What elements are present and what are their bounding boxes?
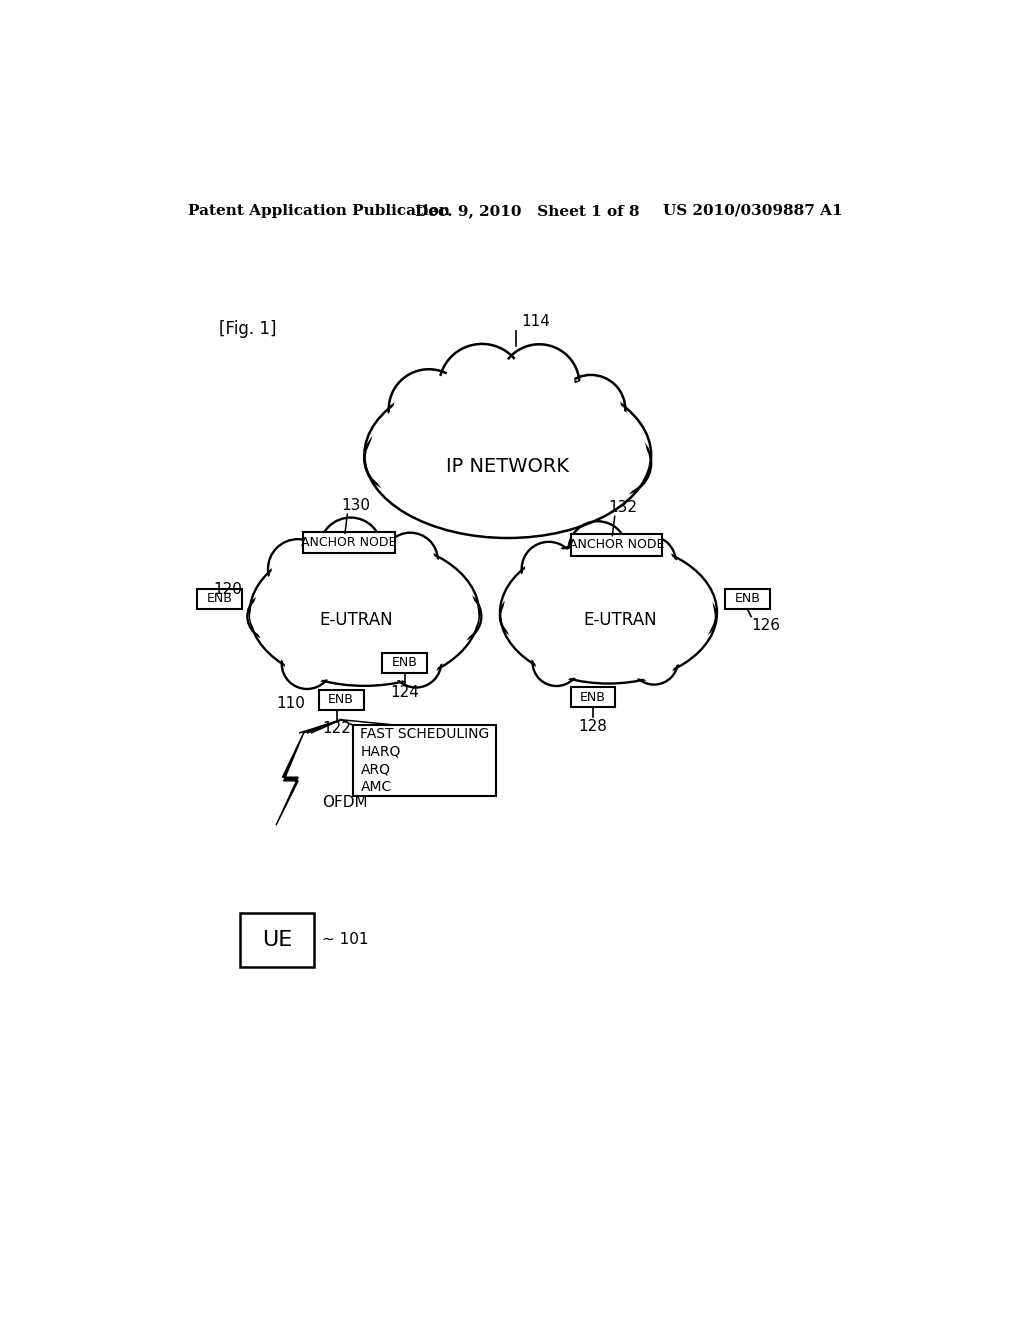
Circle shape (444, 348, 520, 424)
Text: E-UTRAN: E-UTRAN (319, 611, 393, 630)
Ellipse shape (503, 544, 714, 681)
Text: ENB: ENB (207, 593, 232, 606)
Text: OFDM: OFDM (323, 795, 369, 809)
Text: UE: UE (262, 931, 292, 950)
Circle shape (250, 597, 291, 636)
Text: ~ 101: ~ 101 (322, 932, 369, 948)
Circle shape (536, 642, 578, 684)
Text: Dec. 9, 2010   Sheet 1 of 8: Dec. 9, 2010 Sheet 1 of 8 (415, 203, 639, 218)
Circle shape (633, 640, 675, 681)
Text: 110: 110 (276, 696, 305, 711)
Text: E-UTRAN: E-UTRAN (584, 611, 657, 630)
Circle shape (568, 521, 627, 579)
Text: US 2010/0309887 A1: US 2010/0309887 A1 (663, 203, 843, 218)
Circle shape (369, 432, 424, 487)
Ellipse shape (500, 541, 717, 684)
Text: ENB: ENB (328, 693, 354, 706)
Circle shape (324, 521, 378, 576)
Circle shape (248, 594, 293, 639)
FancyBboxPatch shape (352, 725, 496, 796)
Circle shape (532, 639, 581, 686)
Circle shape (499, 345, 580, 424)
Circle shape (503, 597, 541, 635)
FancyBboxPatch shape (570, 535, 662, 556)
Circle shape (386, 536, 434, 585)
Circle shape (268, 539, 328, 598)
Circle shape (319, 517, 382, 579)
Text: 126: 126 (751, 618, 780, 634)
Text: ENB: ENB (734, 593, 760, 606)
Circle shape (439, 345, 525, 429)
Text: ARQ: ARQ (360, 763, 390, 776)
Text: 124: 124 (390, 685, 419, 700)
Circle shape (627, 539, 673, 585)
Circle shape (556, 375, 626, 444)
Circle shape (282, 639, 332, 689)
Circle shape (391, 638, 441, 688)
Circle shape (521, 541, 575, 595)
Text: ENB: ENB (580, 690, 606, 704)
FancyBboxPatch shape (241, 913, 314, 966)
Circle shape (525, 545, 572, 593)
Circle shape (434, 594, 478, 639)
Text: 122: 122 (323, 721, 351, 737)
Circle shape (624, 536, 676, 587)
Circle shape (394, 640, 438, 685)
Text: [Fig. 1]: [Fig. 1] (219, 321, 276, 338)
Circle shape (389, 370, 469, 449)
Text: IP NETWORK: IP NETWORK (446, 457, 569, 477)
Text: 120: 120 (213, 582, 242, 597)
FancyBboxPatch shape (570, 688, 615, 708)
Circle shape (383, 533, 438, 587)
Ellipse shape (365, 372, 651, 539)
Circle shape (560, 379, 622, 440)
FancyBboxPatch shape (382, 653, 427, 673)
Circle shape (431, 591, 481, 642)
Text: HARQ: HARQ (360, 744, 400, 759)
Text: 128: 128 (579, 719, 607, 734)
Circle shape (365, 428, 427, 490)
Circle shape (673, 597, 713, 636)
FancyBboxPatch shape (197, 589, 242, 609)
Text: FAST SCHEDULING: FAST SCHEDULING (360, 727, 489, 741)
Text: 132: 132 (608, 500, 638, 515)
Circle shape (504, 348, 574, 420)
Circle shape (393, 374, 464, 445)
Circle shape (271, 543, 324, 595)
Text: ENB: ENB (391, 656, 418, 669)
Text: Patent Application Publication: Patent Application Publication (188, 203, 451, 218)
Polygon shape (276, 733, 304, 825)
Text: ANCHOR NODE: ANCHOR NODE (301, 536, 396, 549)
Ellipse shape (250, 540, 479, 686)
Circle shape (285, 642, 330, 686)
Ellipse shape (253, 541, 475, 684)
Text: 114: 114 (521, 314, 551, 330)
Ellipse shape (369, 374, 647, 536)
Circle shape (592, 436, 647, 491)
Circle shape (671, 594, 716, 639)
Circle shape (630, 638, 678, 685)
Circle shape (571, 525, 624, 576)
FancyBboxPatch shape (303, 532, 394, 553)
FancyBboxPatch shape (725, 589, 770, 609)
Circle shape (588, 432, 651, 495)
Text: 130: 130 (341, 498, 370, 512)
Circle shape (500, 595, 544, 638)
Text: ANCHOR NODE: ANCHOR NODE (568, 539, 664, 552)
FancyBboxPatch shape (318, 689, 364, 710)
Text: AMC: AMC (360, 780, 392, 795)
